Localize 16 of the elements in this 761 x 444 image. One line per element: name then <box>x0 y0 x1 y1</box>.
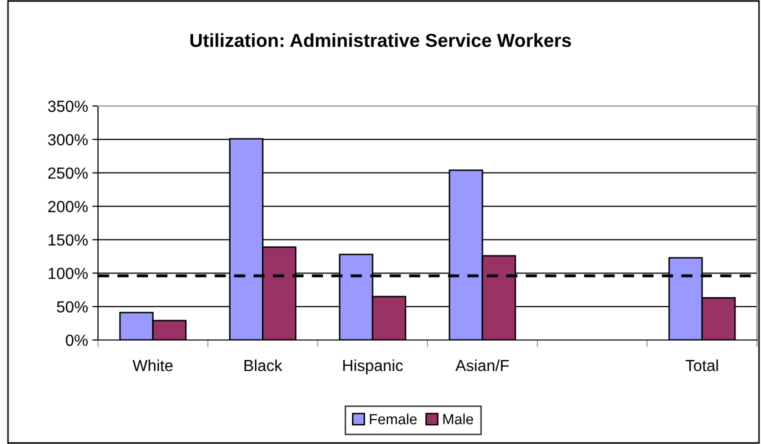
y-tick-label: 200% <box>48 200 88 212</box>
legend-label: Male <box>443 414 474 424</box>
x-tick-label: Hispanic <box>343 359 403 374</box>
legend-label: Female <box>370 414 417 424</box>
y-tick-label: 50% <box>56 301 88 313</box>
x-tick-label: White <box>132 359 173 372</box>
y-tick-label: 100% <box>48 268 88 280</box>
y-tick-label: 150% <box>48 234 88 246</box>
y-tick-label: 0% <box>66 334 88 346</box>
y-tick-label: 300% <box>48 134 88 146</box>
y-tick-label: 250% <box>48 167 88 179</box>
x-tick-label: Asian/F <box>455 359 509 372</box>
y-tick-label: 350% <box>48 100 88 112</box>
x-tick-label: Total <box>686 359 718 372</box>
x-tick-label: Black <box>244 359 282 372</box>
chart-title: Utilization: Administrative Service Workers <box>190 33 571 48</box>
